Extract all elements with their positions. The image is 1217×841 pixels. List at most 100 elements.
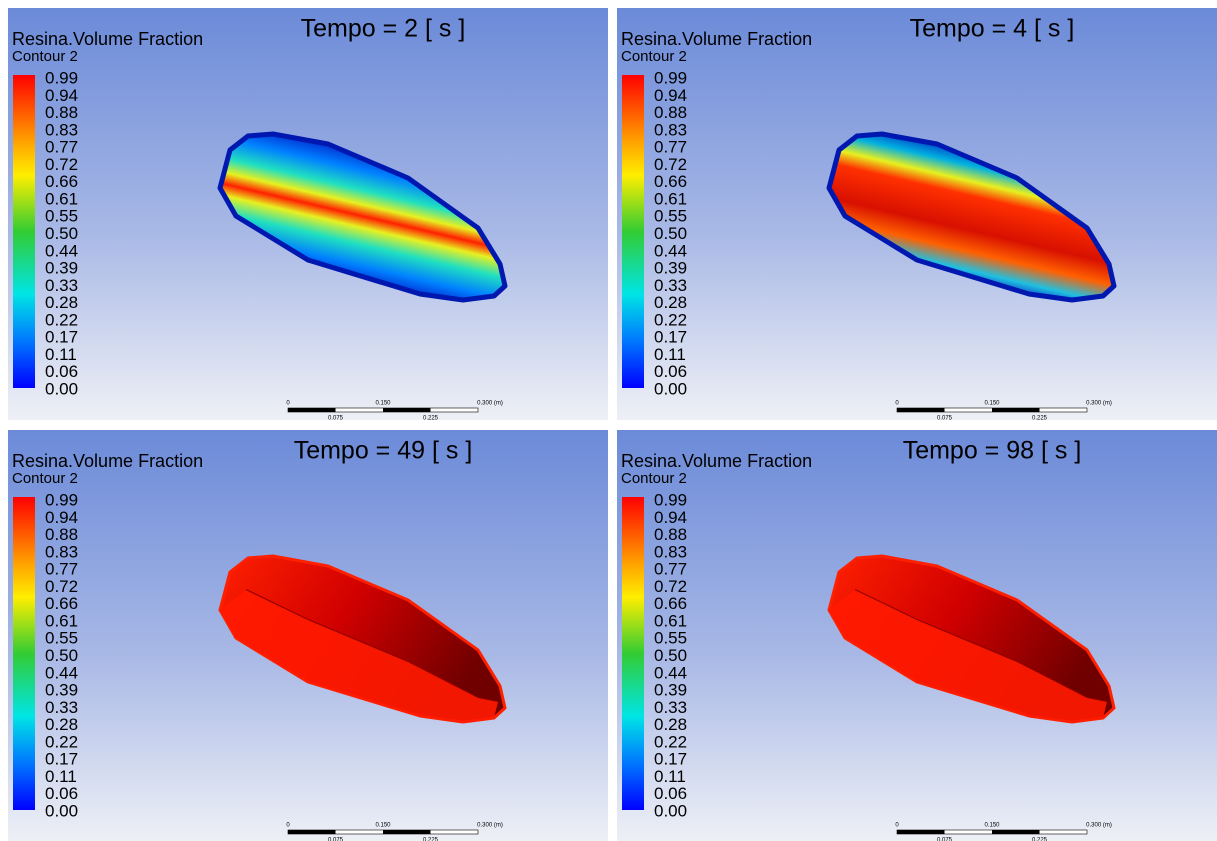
panel-title: Tempo = 2 [ s ] (301, 15, 466, 43)
legend-label: 0.39 (654, 259, 687, 278)
legend-label: 0.44 (654, 241, 687, 260)
scale-label: 0 (895, 823, 899, 829)
legend-label: 0.17 (654, 750, 687, 769)
legend-label: 0.28 (654, 715, 687, 734)
legend-subtitle: Contour 2 (621, 470, 687, 487)
legend-label: 0.33 (45, 276, 78, 295)
legend-label: 0.61 (45, 189, 78, 208)
legend-label: 0.61 (45, 611, 78, 630)
legend-label: 0.99 (654, 490, 687, 509)
legend-label: 0.94 (45, 86, 78, 105)
legend-label: 0.50 (654, 224, 687, 243)
legend-label: 0.99 (45, 68, 78, 87)
scale-label: 0.075 (937, 838, 953, 841)
scale-label: 0 (286, 401, 290, 407)
panel: Tempo = 4 [ s ] Resina.Volume FractionCon… (617, 8, 1217, 422)
scale-label: 0.225 (423, 838, 439, 841)
legend-title: Resina.Volume Fraction (12, 29, 203, 49)
legend-label: 0.11 (45, 345, 77, 364)
scale-bar-segment (897, 830, 945, 834)
legend-label: 0.72 (45, 577, 78, 596)
legend-label: 0.17 (45, 750, 78, 769)
legend-label: 0.99 (654, 68, 687, 87)
legend-label: 0.17 (654, 328, 687, 347)
legend-label: 0.00 (654, 801, 687, 820)
legend-label: 0.28 (45, 715, 78, 734)
legend-label: 0.00 (45, 801, 78, 820)
legend-label: 0.66 (654, 172, 687, 191)
color-bar (622, 497, 644, 810)
panel-title: Tempo = 49 [ s ] (294, 437, 473, 465)
legend-label: 0.55 (45, 207, 78, 226)
panel: Tempo = 49 [ s ] Resina.Volume FractionCo… (8, 430, 608, 841)
legend-label: 0.88 (654, 525, 687, 544)
scale-label: 0.225 (1032, 838, 1048, 841)
scale-label: 0.225 (1032, 416, 1048, 422)
legend-label: 0.72 (45, 155, 78, 174)
boat-side (220, 590, 498, 722)
legend-label: 0.06 (45, 362, 78, 381)
legend-label: 0.00 (45, 379, 78, 398)
legend-label: 0.72 (654, 577, 687, 596)
legend-label: 0.11 (654, 767, 686, 786)
legend-label: 0.22 (654, 732, 687, 751)
legend-label: 0.55 (654, 207, 687, 226)
legend-label: 0.83 (45, 542, 78, 561)
scale-label: 0.075 (328, 416, 344, 422)
legend-label: 0.06 (654, 784, 687, 803)
legend-label: 0.72 (654, 155, 687, 174)
legend-label: 0.77 (654, 138, 687, 157)
legend-label: 0.39 (45, 259, 78, 278)
legend-label: 0.39 (654, 681, 687, 700)
scale-bar-segment (992, 830, 1040, 834)
color-bar (13, 75, 35, 388)
panel-title: Tempo = 4 [ s ] (910, 15, 1075, 43)
legend-label: 0.33 (654, 698, 687, 717)
legend-title: Resina.Volume Fraction (621, 29, 812, 49)
legend-label: 0.99 (45, 490, 78, 509)
legend-label: 0.83 (45, 120, 78, 139)
boat-hull (826, 131, 1117, 303)
legend-label: 0.22 (45, 732, 78, 751)
scale-label: 0 (895, 401, 899, 407)
legend-label: 0.28 (654, 293, 687, 312)
scale-label: 0.300 (m) (477, 823, 503, 829)
legend-subtitle: Contour 2 (621, 48, 687, 65)
scale-label: 0.075 (328, 838, 344, 841)
panel-title: Tempo = 98 [ s ] (903, 437, 1082, 465)
legend-subtitle: Contour 2 (12, 48, 78, 65)
scale-bar-segment (383, 830, 431, 834)
legend-label: 0.55 (45, 629, 78, 648)
legend-label: 0.33 (45, 698, 78, 717)
color-bar (622, 75, 644, 388)
scale-label: 0.150 (375, 401, 391, 407)
boat-hull (217, 131, 508, 303)
boat (826, 131, 1117, 303)
legend-label: 0.88 (45, 103, 78, 122)
scale-bar-segment (288, 408, 336, 412)
scale-bar-segment (897, 408, 945, 412)
scale-bar-segment (992, 408, 1040, 412)
legend-label: 0.88 (45, 525, 78, 544)
legend-label: 0.94 (654, 508, 687, 527)
legend-label: 0.28 (45, 293, 78, 312)
boat (218, 554, 507, 724)
legend-label: 0.44 (45, 663, 78, 682)
legend-label: 0.00 (654, 379, 687, 398)
legend-label: 0.06 (654, 362, 687, 381)
legend-label: 0.83 (654, 542, 687, 561)
scale-label: 0.300 (m) (1086, 823, 1112, 829)
legend-subtitle: Contour 2 (12, 470, 78, 487)
color-bar (13, 497, 35, 810)
legend-label: 0.55 (654, 629, 687, 648)
scale-label: 0.300 (m) (477, 401, 503, 407)
legend-label: 0.94 (654, 86, 687, 105)
scale-bar-segment (383, 408, 431, 412)
legend-label: 0.50 (45, 646, 78, 665)
boat (827, 554, 1116, 724)
legend-label: 0.44 (45, 241, 78, 260)
legend-label: 0.11 (654, 345, 686, 364)
scale-label: 0 (286, 823, 290, 829)
legend-label: 0.66 (654, 594, 687, 613)
boat (217, 131, 508, 303)
